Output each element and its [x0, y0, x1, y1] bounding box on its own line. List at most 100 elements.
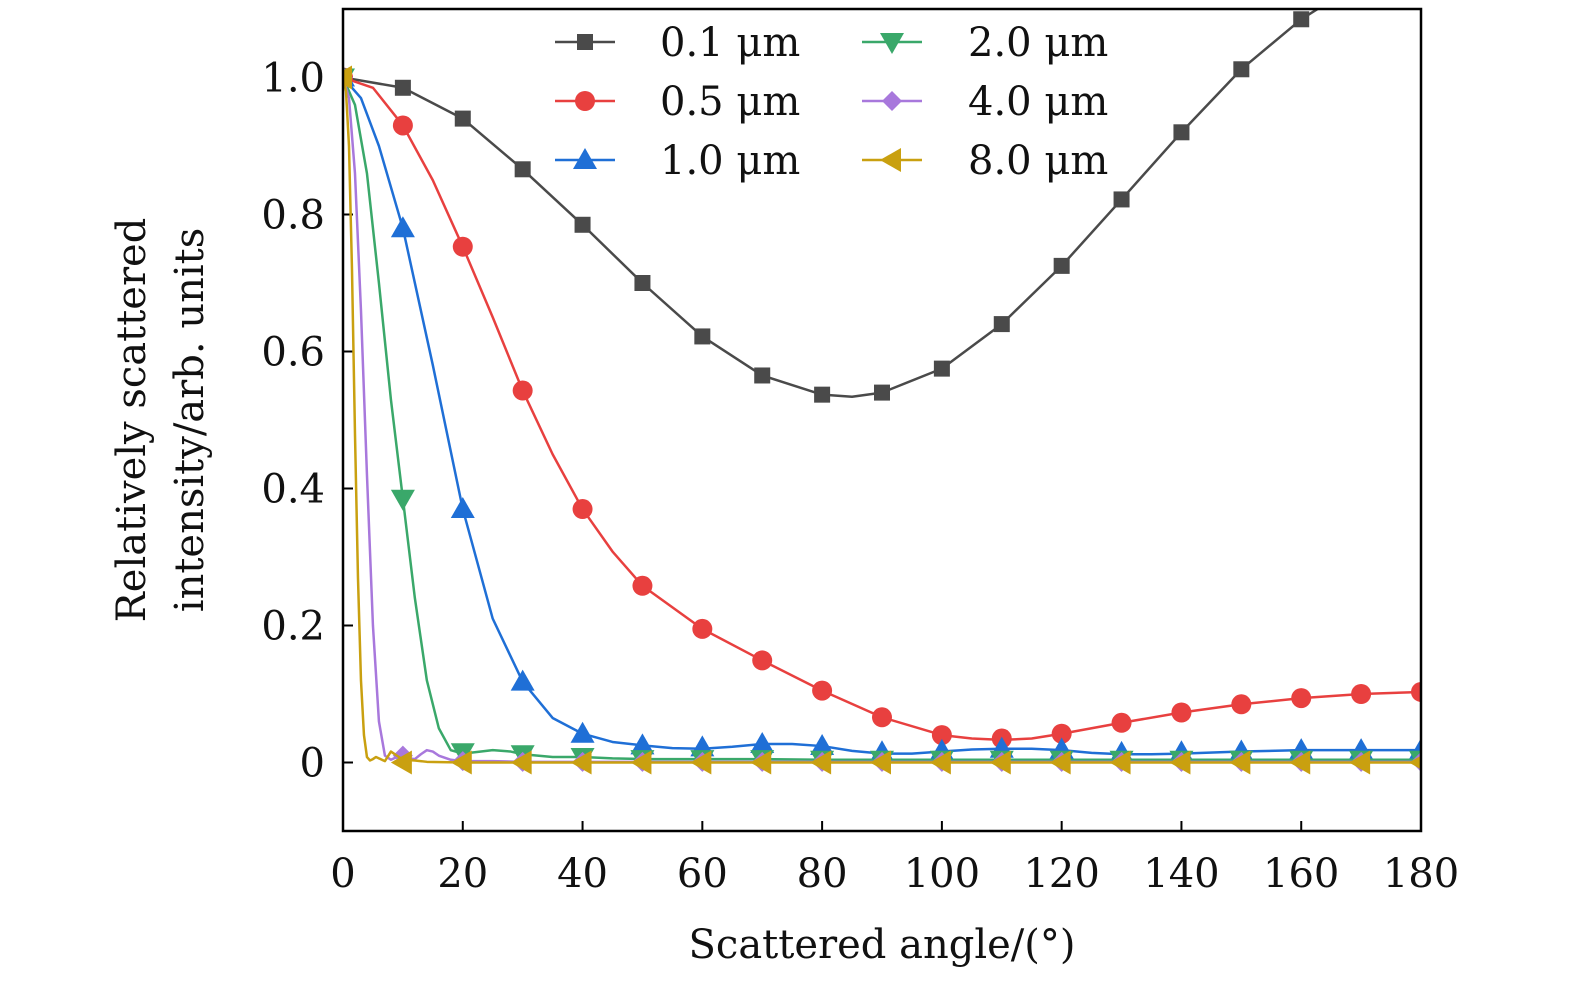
x-tick-label: 160	[1263, 851, 1339, 897]
data-point	[630, 750, 652, 775]
x-tick-label: 140	[1143, 851, 1219, 897]
data-point	[630, 733, 655, 755]
plot-frame	[341, 7, 1423, 833]
data-point	[870, 750, 891, 775]
data-point	[514, 161, 531, 178]
data-point	[574, 216, 591, 233]
series-line	[343, 9, 1320, 398]
x-tick-label: 60	[677, 851, 728, 897]
data-point	[570, 750, 592, 775]
data-point	[390, 216, 415, 238]
series-line	[343, 76, 1421, 742]
data-point	[634, 275, 651, 291]
series-line	[343, 76, 1421, 762]
data-point	[1409, 755, 1421, 770]
series-2	[343, 65, 1421, 762]
data-point	[810, 750, 832, 775]
legend-marker	[573, 148, 597, 169]
x-tick-label: 0	[330, 851, 355, 897]
legend-item: 1.0 μm	[555, 138, 800, 184]
data-point	[450, 750, 472, 775]
data-point	[1349, 750, 1371, 775]
data-point	[1113, 191, 1130, 208]
data-point	[1293, 11, 1310, 28]
data-point	[1351, 684, 1372, 704]
data-point	[993, 316, 1010, 333]
series-0	[343, 9, 1320, 403]
legend-marker	[880, 33, 904, 54]
data-point	[1171, 702, 1192, 723]
data-point	[1111, 712, 1132, 733]
data-point	[343, 65, 352, 90]
data-point	[1053, 257, 1070, 274]
data-point	[512, 380, 533, 401]
data-point	[1229, 750, 1251, 775]
legend-marker	[575, 91, 595, 111]
data-point	[1291, 688, 1312, 709]
data-point	[694, 328, 711, 345]
legend-item: 0.1 μm	[555, 20, 800, 66]
data-point	[454, 110, 471, 127]
data-point	[394, 79, 411, 96]
data-point	[1049, 750, 1071, 775]
series-3	[343, 68, 1421, 772]
data-point	[1411, 681, 1421, 702]
data-point	[450, 497, 475, 519]
y-tick-label: 0.8	[261, 193, 325, 239]
series-4	[343, 67, 1421, 772]
legend: 0.1 μm 0.5 μm 1.0 μm 2.0 μm 4.0 μm 8.0 μm	[555, 20, 1108, 184]
x-tick-label: 80	[797, 851, 848, 897]
series-5	[343, 65, 1421, 775]
data-point	[752, 650, 773, 671]
y-axis-title-line-1: Relatively scattered	[109, 218, 155, 623]
data-point	[872, 707, 892, 728]
data-point	[750, 750, 772, 775]
y-tick-label: 1.0	[261, 56, 325, 102]
y-axis-title-line-2: intensity/arb. units	[167, 228, 213, 612]
legend-item: 4.0 μm	[862, 79, 1108, 125]
data-point	[933, 360, 950, 377]
y-tick-label: 0.4	[261, 467, 325, 513]
legend-item: 2.0 μm	[862, 20, 1108, 66]
data-point	[1233, 61, 1250, 78]
x-tick-label: 100	[904, 851, 980, 897]
data-point	[692, 618, 713, 639]
series-layer	[343, 9, 1421, 775]
data-point	[510, 669, 535, 691]
x-tick-label: 20	[437, 851, 488, 897]
data-point	[1289, 750, 1311, 775]
data-point	[812, 680, 833, 701]
data-point	[390, 750, 412, 775]
legend-item: 8.0 μm	[862, 138, 1108, 184]
data-point	[1173, 124, 1190, 141]
data-point	[632, 575, 653, 596]
data-point	[572, 499, 593, 520]
data-point	[810, 734, 835, 756]
axis-ticks: 0 20 40 60 80 100 120 140 160 180 0 0.2 0.4 0.6 0.8 1.0	[261, 56, 1459, 898]
data-point	[690, 750, 712, 775]
y-tick-label: 0.6	[261, 330, 325, 376]
y-tick-label: 0.2	[261, 604, 325, 650]
series-line	[343, 76, 1421, 756]
data-point	[874, 384, 890, 401]
legend-label: 1.0 μm	[660, 138, 800, 184]
x-tick-label: 180	[1383, 851, 1459, 897]
data-point	[1051, 723, 1072, 744]
y-tick-label: 0	[300, 741, 325, 787]
data-point	[989, 750, 1011, 775]
x-axis-title: Scattered angle/(°)	[689, 922, 1076, 968]
data-point	[1231, 694, 1252, 715]
y-axis-title: Relatively scattered intensity/arb. unit…	[109, 218, 213, 623]
data-point	[390, 489, 415, 511]
series-line	[343, 77, 1421, 764]
data-point	[1169, 750, 1191, 775]
series-line	[343, 77, 1421, 764]
legend-label: 4.0 μm	[968, 79, 1108, 125]
legend-label: 0.1 μm	[660, 20, 800, 66]
data-point	[570, 721, 595, 743]
data-point	[452, 236, 473, 257]
data-point	[754, 367, 771, 384]
legend-item: 0.5 μm	[555, 79, 800, 125]
data-point	[1109, 750, 1131, 775]
